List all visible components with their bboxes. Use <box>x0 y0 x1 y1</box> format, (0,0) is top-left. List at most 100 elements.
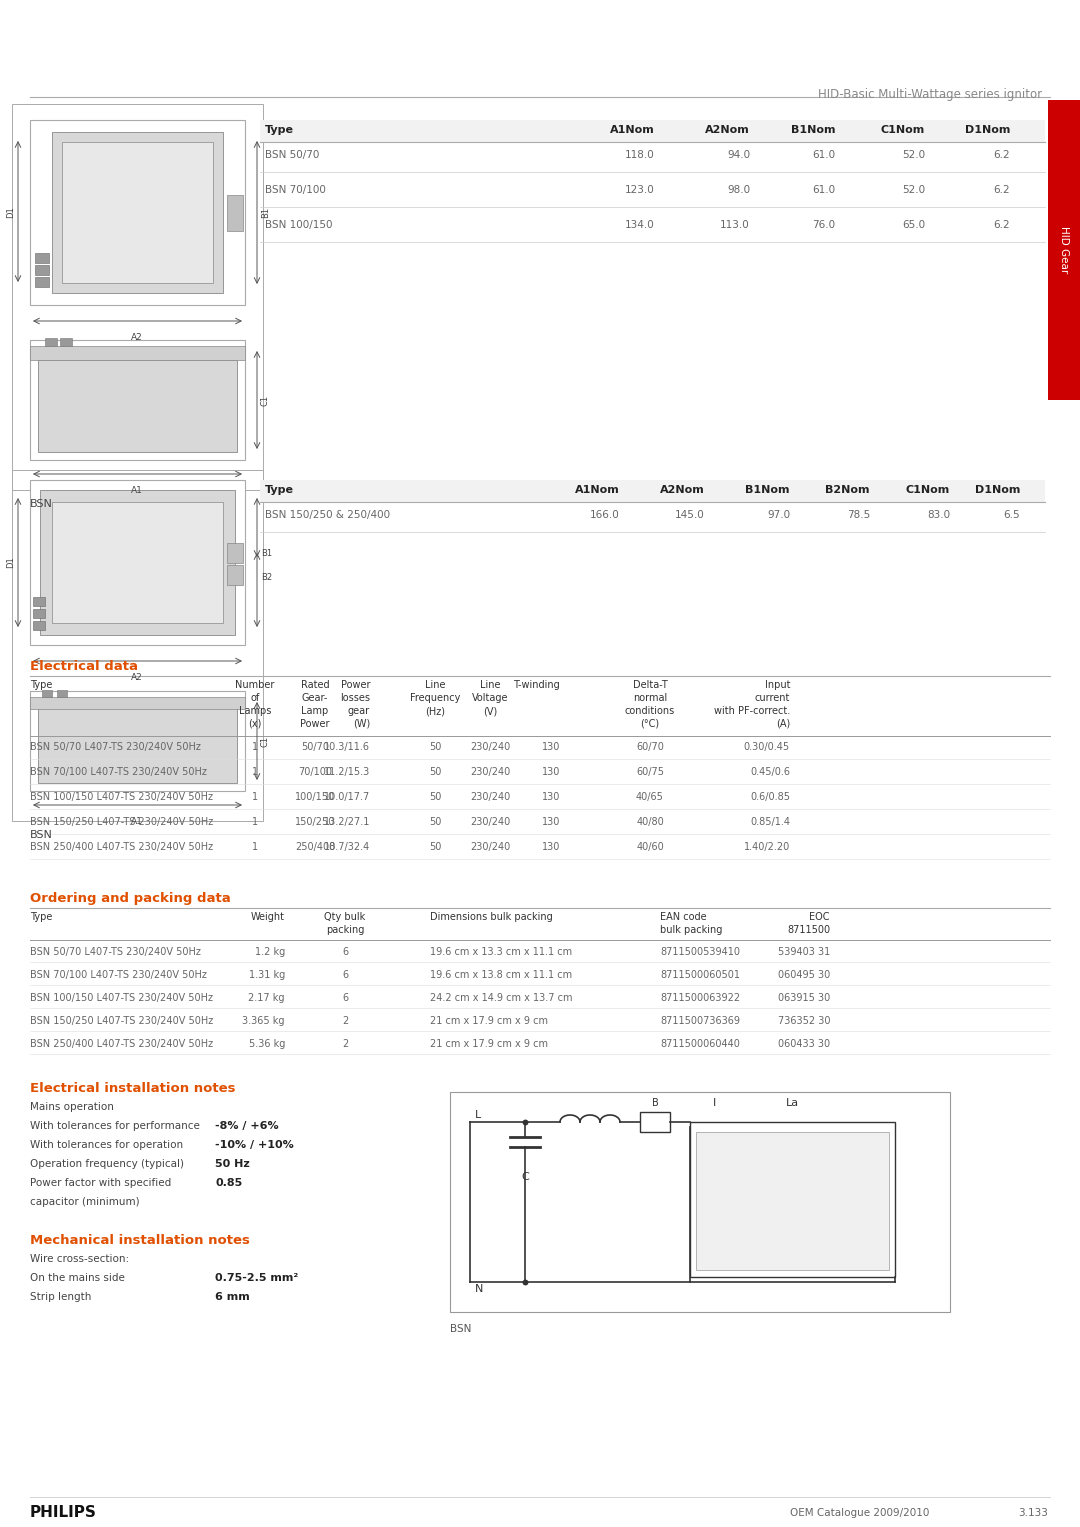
Bar <box>30 121 245 305</box>
Text: Type: Type <box>30 680 52 690</box>
Bar <box>35 276 49 287</box>
Text: EAN code: EAN code <box>660 912 706 922</box>
Text: B2: B2 <box>261 573 272 582</box>
Text: 18.7/32.4: 18.7/32.4 <box>324 841 370 852</box>
Bar <box>12 104 264 490</box>
Text: C: C <box>522 1173 529 1182</box>
Text: Line: Line <box>480 680 500 690</box>
Text: A2: A2 <box>131 333 143 342</box>
Text: 113.0: 113.0 <box>720 220 750 231</box>
Text: 2.17 kg: 2.17 kg <box>248 993 285 1003</box>
Text: 0.75-2.5 mm²: 0.75-2.5 mm² <box>215 1274 298 1283</box>
Bar <box>30 341 245 460</box>
Text: 130: 130 <box>542 841 561 852</box>
Text: 230/240: 230/240 <box>470 742 510 751</box>
Text: 063915 30: 063915 30 <box>778 993 831 1003</box>
Text: Strip length: Strip length <box>30 1292 92 1303</box>
Text: 8711500736369: 8711500736369 <box>660 1015 740 1026</box>
Text: Number: Number <box>235 680 274 690</box>
Text: 0.30/0.45: 0.30/0.45 <box>744 742 789 751</box>
Text: Lamp: Lamp <box>301 705 328 716</box>
Text: BSN: BSN <box>30 499 53 508</box>
Text: Power factor with specified: Power factor with specified <box>30 1177 172 1188</box>
Bar <box>12 470 264 822</box>
Text: 10.3/11.6: 10.3/11.6 <box>324 742 370 751</box>
Text: Mains operation: Mains operation <box>30 1102 113 1112</box>
Text: BSN: BSN <box>30 831 53 840</box>
Text: 8711500063922: 8711500063922 <box>660 993 740 1003</box>
Text: 0.85/1.4: 0.85/1.4 <box>750 817 789 828</box>
Bar <box>33 621 45 631</box>
Text: 8711500060440: 8711500060440 <box>660 1038 740 1049</box>
Text: La: La <box>785 1098 798 1109</box>
Text: 1.31 kg: 1.31 kg <box>248 970 285 980</box>
Bar <box>52 131 222 293</box>
Bar <box>30 692 245 791</box>
Text: EOC: EOC <box>810 912 831 922</box>
Text: 130: 130 <box>542 817 561 828</box>
Text: 230/240: 230/240 <box>470 841 510 852</box>
Text: BSN 70/100 L407-TS 230/240V 50Hz: BSN 70/100 L407-TS 230/240V 50Hz <box>30 767 207 777</box>
Text: Electrical installation notes: Electrical installation notes <box>30 1083 235 1095</box>
Bar <box>42 690 52 696</box>
Bar <box>30 696 245 709</box>
Text: Power: Power <box>300 719 329 728</box>
Text: 060495 30: 060495 30 <box>778 970 831 980</box>
Text: 21 cm x 17.9 cm x 9 cm: 21 cm x 17.9 cm x 9 cm <box>430 1015 548 1026</box>
Text: A2Nom: A2Nom <box>660 486 705 495</box>
Text: 3.133: 3.133 <box>1018 1509 1048 1518</box>
Bar <box>227 195 243 231</box>
Text: normal: normal <box>633 693 667 702</box>
Text: Delta-T: Delta-T <box>633 680 667 690</box>
Text: current: current <box>755 693 789 702</box>
Bar <box>260 479 1045 502</box>
Text: 60/70: 60/70 <box>636 742 664 751</box>
Text: (V): (V) <box>483 705 497 716</box>
Text: C1: C1 <box>261 394 270 406</box>
Text: BSN 150/250 & 250/400: BSN 150/250 & 250/400 <box>265 510 390 521</box>
Bar <box>1048 99 1080 400</box>
Text: Type: Type <box>30 912 52 922</box>
Text: 61.0: 61.0 <box>812 150 835 160</box>
Text: T-winding: T-winding <box>513 680 561 690</box>
Text: 166.0: 166.0 <box>591 510 620 521</box>
Text: A2: A2 <box>131 673 143 683</box>
Text: 5.36 kg: 5.36 kg <box>248 1038 285 1049</box>
Bar <box>30 479 245 644</box>
Text: B1Nom: B1Nom <box>791 125 835 134</box>
Text: B2Nom: B2Nom <box>825 486 870 495</box>
Text: 130: 130 <box>542 793 561 802</box>
Text: 11.2/15.3: 11.2/15.3 <box>324 767 370 777</box>
Text: Rated: Rated <box>300 680 329 690</box>
Text: D1: D1 <box>6 556 15 568</box>
Text: C1: C1 <box>261 736 270 747</box>
Text: (x): (x) <box>248 719 261 728</box>
Text: 13.2/27.1: 13.2/27.1 <box>324 817 370 828</box>
Text: 1.2 kg: 1.2 kg <box>255 947 285 957</box>
Text: 250/400: 250/400 <box>295 841 335 852</box>
Text: 40/65: 40/65 <box>636 793 664 802</box>
Text: Wire cross-section:: Wire cross-section: <box>30 1254 130 1264</box>
Bar <box>33 609 45 618</box>
Bar <box>30 347 245 360</box>
Text: (A): (A) <box>775 719 789 728</box>
Text: (°C): (°C) <box>640 719 660 728</box>
Text: 6.2: 6.2 <box>994 150 1010 160</box>
Text: 6: 6 <box>342 970 348 980</box>
Bar <box>227 544 243 563</box>
Text: A2Nom: A2Nom <box>705 125 750 134</box>
Text: 10.0/17.7: 10.0/17.7 <box>324 793 370 802</box>
Text: 230/240: 230/240 <box>470 817 510 828</box>
Text: capacitor (minimum): capacitor (minimum) <box>30 1197 139 1206</box>
Text: 98.0: 98.0 <box>727 185 750 195</box>
Bar <box>62 142 213 282</box>
Text: PHILIPS: PHILIPS <box>30 1506 97 1519</box>
Bar <box>640 1112 670 1132</box>
Text: BSN 50/70 L407-TS 230/240V 50Hz: BSN 50/70 L407-TS 230/240V 50Hz <box>30 947 201 957</box>
Text: Power: Power <box>340 680 370 690</box>
Text: BSN 70/100: BSN 70/100 <box>265 185 326 195</box>
Bar <box>60 337 72 347</box>
Bar <box>227 565 243 585</box>
Text: Type: Type <box>265 486 294 495</box>
Text: Line: Line <box>424 680 445 690</box>
